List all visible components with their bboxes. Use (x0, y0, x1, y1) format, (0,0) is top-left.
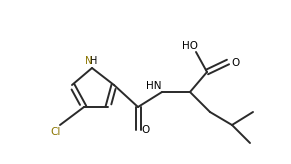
Text: H: H (90, 56, 98, 66)
Text: HO: HO (182, 41, 198, 51)
Text: Cl: Cl (51, 127, 61, 137)
Text: O: O (141, 125, 149, 135)
Text: O: O (231, 58, 239, 68)
Text: HN: HN (146, 81, 162, 91)
Text: N: N (85, 56, 93, 66)
